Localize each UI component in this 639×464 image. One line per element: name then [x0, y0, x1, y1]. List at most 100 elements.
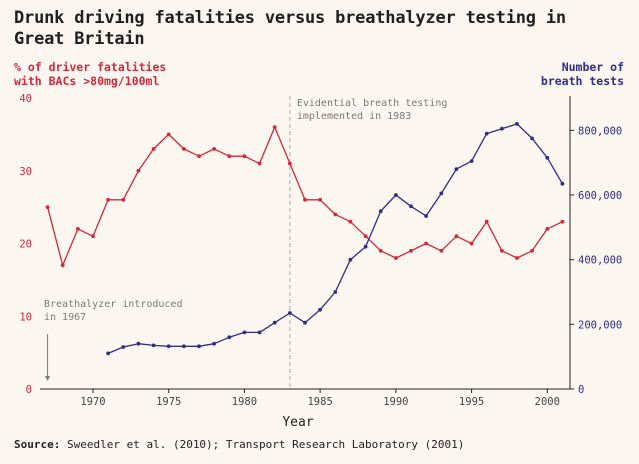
- breath-tests-point: [545, 155, 550, 160]
- breath-tests-point: [272, 320, 277, 325]
- fatalities-point: [121, 197, 126, 202]
- fatalities-point: [469, 241, 474, 246]
- left-axis-label-line: with BACs >80mg/100ml: [14, 74, 159, 88]
- fatalities-point: [257, 161, 262, 166]
- x-axis-label: Year: [282, 415, 313, 430]
- breath-tests-point: [500, 126, 504, 131]
- right-y-tick-label: 800,000: [578, 125, 622, 137]
- breath-tests-point: [378, 209, 383, 214]
- fatalities-point: [151, 147, 156, 151]
- right-y-tick-label: 0: [578, 384, 584, 396]
- x-tick-label: 1995: [459, 396, 484, 408]
- right-y-tick-label: 200,000: [578, 319, 622, 331]
- breath-tests-point: [424, 214, 428, 218]
- left-y-tick-label: 10: [19, 311, 32, 323]
- breath-tests-point: [242, 330, 247, 335]
- fatalities-point: [545, 227, 550, 231]
- fatalities-point: [227, 154, 232, 159]
- annotation-text: implemented in 1983: [297, 111, 411, 122]
- breath-tests-point: [151, 343, 156, 348]
- fatalities-point: [212, 147, 217, 151]
- fatalities-point: [560, 219, 565, 224]
- breath-tests-point: [469, 159, 474, 164]
- fatalities-point: [530, 248, 534, 253]
- fatalities-point: [303, 197, 307, 202]
- x-tick-label: 2000: [535, 396, 560, 408]
- breath-tests-point: [136, 341, 141, 346]
- series-layer: [45, 122, 565, 356]
- breath-tests-point: [409, 204, 413, 209]
- annotation-text: Breathalyzer introduced: [44, 299, 182, 310]
- annotation-arrow-head: [45, 376, 51, 381]
- breath-tests-point: [106, 351, 110, 356]
- fatalities-point: [60, 263, 65, 268]
- right-y-tick-label: 400,000: [578, 255, 622, 267]
- right-y-tick-label: 600,000: [578, 190, 622, 202]
- fatalities-point: [136, 168, 141, 173]
- axes: 1970 1975 1980 1985 1990 1995 2000 0 10 20 30 40 0 20…: [19, 93, 622, 408]
- fatalities-point: [378, 248, 383, 253]
- x-tick-label: 1985: [307, 396, 332, 408]
- fatalities-point: [454, 234, 459, 239]
- annotations: Evidential breath testing implemented in …: [44, 96, 447, 389]
- left-y-tick-label: 0: [26, 384, 32, 396]
- fatalities-point: [394, 256, 398, 260]
- fatalities-point: [76, 227, 80, 231]
- fatalities-point: [318, 197, 322, 202]
- breath-tests-point: [484, 131, 489, 136]
- fatalities-point: [333, 212, 338, 217]
- left-y-tick-label: 40: [19, 93, 32, 105]
- breath-tests-point: [303, 320, 307, 325]
- breath-tests-point: [318, 307, 322, 312]
- breath-tests-point: [333, 290, 338, 294]
- breath-tests-point: [121, 345, 126, 349]
- fatalities-point: [409, 248, 413, 253]
- breath-tests-point: [515, 122, 519, 126]
- breath-tests-point: [363, 244, 368, 249]
- left-y-tick-label: 30: [19, 166, 32, 178]
- breath-tests-point: [560, 181, 565, 186]
- fatalities-point: [106, 197, 110, 202]
- chart-title: Drunk driving fatalities versus breathal…: [14, 8, 566, 49]
- breath-tests-point: [227, 335, 232, 340]
- breath-tests-point: [212, 341, 217, 346]
- left-y-tick-label: 20: [19, 239, 32, 251]
- breath-tests-point: [288, 311, 292, 315]
- fatalities-point: [197, 154, 201, 159]
- breath-tests-point: [394, 193, 398, 197]
- fatalities-point: [288, 161, 292, 166]
- x-tick-label: 1970: [80, 396, 105, 408]
- fatalities-point: [515, 256, 519, 260]
- fatalities-point: [182, 147, 186, 151]
- x-tick-label: 1990: [383, 396, 408, 408]
- fatalities-point: [424, 241, 428, 246]
- breath-tests-point: [257, 330, 262, 335]
- fatalities-line: [46, 126, 563, 266]
- source-text: Sweedler et al. (2010); Transport Resear…: [66, 438, 465, 451]
- fatalities-point: [363, 234, 368, 239]
- annotation-text: in 1967: [44, 312, 86, 323]
- fatalities-point: [166, 132, 171, 137]
- left-axis-label-line: % of driver fatalities: [14, 60, 166, 74]
- x-tick-label: 1975: [156, 396, 181, 408]
- fatalities-point: [500, 248, 504, 253]
- fatalities-point: [242, 154, 247, 159]
- source-label: Source:: [14, 438, 61, 451]
- fatalities-point: [91, 234, 95, 239]
- source-note: Source: Sweedler et al. (2010); Transpor…: [14, 438, 464, 451]
- breath-tests-point: [530, 136, 534, 141]
- fatalities-point: [348, 219, 353, 224]
- breath-tests-point: [166, 344, 171, 349]
- breath-tests-point: [197, 344, 201, 349]
- x-tick-label: 1980: [232, 396, 257, 408]
- fatalities-point: [45, 205, 50, 210]
- fatalities-point: [439, 248, 444, 253]
- fatalities-point: [272, 125, 277, 129]
- breath-tests-point: [348, 257, 353, 262]
- breath-tests-point: [454, 167, 459, 172]
- right-axis-label-line: breath tests: [541, 74, 624, 88]
- breath-tests-line: [107, 123, 563, 354]
